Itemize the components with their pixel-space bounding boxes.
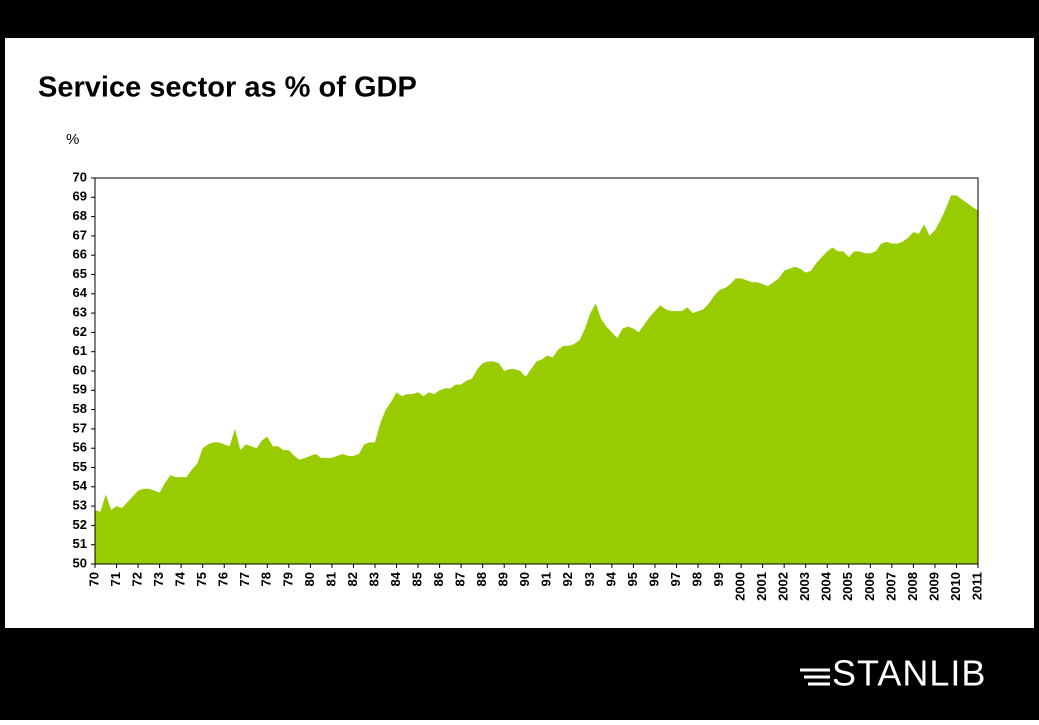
y-tick-label: 63 bbox=[73, 305, 87, 320]
x-tick-label: 85 bbox=[409, 572, 424, 586]
x-tick-label: 99 bbox=[711, 572, 726, 586]
x-tick-label: 94 bbox=[603, 571, 618, 586]
y-tick-label: 58 bbox=[73, 401, 87, 416]
x-tick-label: 88 bbox=[474, 572, 489, 586]
x-tick-label: 2009 bbox=[926, 572, 941, 601]
y-tick-label: 59 bbox=[73, 382, 87, 397]
x-tick-label: 78 bbox=[259, 572, 274, 586]
y-tick-label: 56 bbox=[73, 440, 87, 455]
x-tick-label: 89 bbox=[496, 572, 511, 586]
x-tick-label: 87 bbox=[453, 572, 468, 586]
logo: STANLIB bbox=[800, 653, 986, 694]
y-tick-label: 51 bbox=[73, 536, 87, 551]
x-tick-label: 84 bbox=[388, 571, 403, 586]
y-tick-label: 69 bbox=[73, 189, 87, 204]
y-tick-label: 61 bbox=[73, 343, 87, 358]
y-tick-label: 64 bbox=[73, 285, 88, 300]
x-tick-label: 92 bbox=[560, 572, 575, 586]
y-tick-label: 57 bbox=[73, 420, 87, 435]
logo-mark bbox=[800, 668, 830, 686]
x-tick-label: 2004 bbox=[819, 571, 834, 601]
x-tick-label: 2001 bbox=[754, 572, 769, 601]
area bbox=[95, 195, 978, 564]
x-tick-label: 2011 bbox=[969, 572, 984, 600]
x-tick-label: 86 bbox=[431, 572, 446, 586]
x-tick-label: 2006 bbox=[862, 572, 877, 601]
logo-text: STANLIB bbox=[832, 653, 986, 694]
x-tick-label: 90 bbox=[517, 572, 532, 586]
y-tick-label: 55 bbox=[73, 459, 87, 474]
x-tick-label: 2002 bbox=[776, 572, 791, 601]
y-tick-label: 50 bbox=[73, 555, 87, 570]
y-tick-label: 54 bbox=[73, 478, 88, 493]
x-tick-label: 2003 bbox=[797, 572, 812, 601]
x-tick-label: 79 bbox=[280, 572, 295, 586]
x-tick-label: 91 bbox=[539, 572, 554, 586]
x-tick-label: 2010 bbox=[948, 572, 963, 601]
y-tick-label: 67 bbox=[73, 227, 87, 242]
x-tick-label: 75 bbox=[194, 572, 209, 586]
x-tick-label: 74 bbox=[173, 571, 188, 586]
x-tick-label: 98 bbox=[689, 572, 704, 586]
y-tick-label: 65 bbox=[73, 266, 87, 281]
y-tick-label: 66 bbox=[73, 247, 87, 262]
x-tick-label: 2008 bbox=[905, 572, 920, 601]
y-tick-label: 53 bbox=[73, 498, 87, 513]
x-tick-label: 80 bbox=[302, 572, 317, 586]
x-tick-label: 96 bbox=[646, 572, 661, 586]
x-tick-label: 72 bbox=[130, 572, 145, 586]
x-tick-label: 2000 bbox=[733, 572, 748, 601]
x-tick-label: 70 bbox=[86, 572, 101, 586]
x-tick-label: 2005 bbox=[840, 572, 855, 601]
x-tick-label: 93 bbox=[582, 572, 597, 586]
x-tick-label: 77 bbox=[237, 572, 252, 586]
x-tick-label: 81 bbox=[323, 572, 338, 586]
y-tick-label: 52 bbox=[73, 517, 87, 532]
x-tick-label: 76 bbox=[216, 572, 231, 586]
x-tick-label: 97 bbox=[668, 572, 683, 586]
x-tick-label: 82 bbox=[345, 572, 360, 586]
x-tick-label: 83 bbox=[366, 572, 381, 586]
chart-title: Service sector as % of GDP bbox=[38, 72, 417, 104]
x-tick-label: 71 bbox=[108, 572, 123, 586]
x-tick-label: 2007 bbox=[883, 572, 898, 601]
x-tick-label: 73 bbox=[151, 572, 166, 586]
y-tick-label: 70 bbox=[73, 169, 87, 184]
y-axis-label: % bbox=[66, 131, 79, 148]
y-tick-label: 60 bbox=[73, 362, 87, 377]
x-tick-label: 95 bbox=[625, 572, 640, 586]
y-tick-label: 68 bbox=[73, 208, 87, 223]
y-tick-label: 62 bbox=[73, 324, 87, 339]
